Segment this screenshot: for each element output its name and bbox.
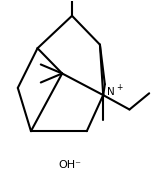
Text: N: N xyxy=(107,87,115,97)
Text: OH⁻: OH⁻ xyxy=(59,160,82,170)
Text: +: + xyxy=(116,83,123,92)
